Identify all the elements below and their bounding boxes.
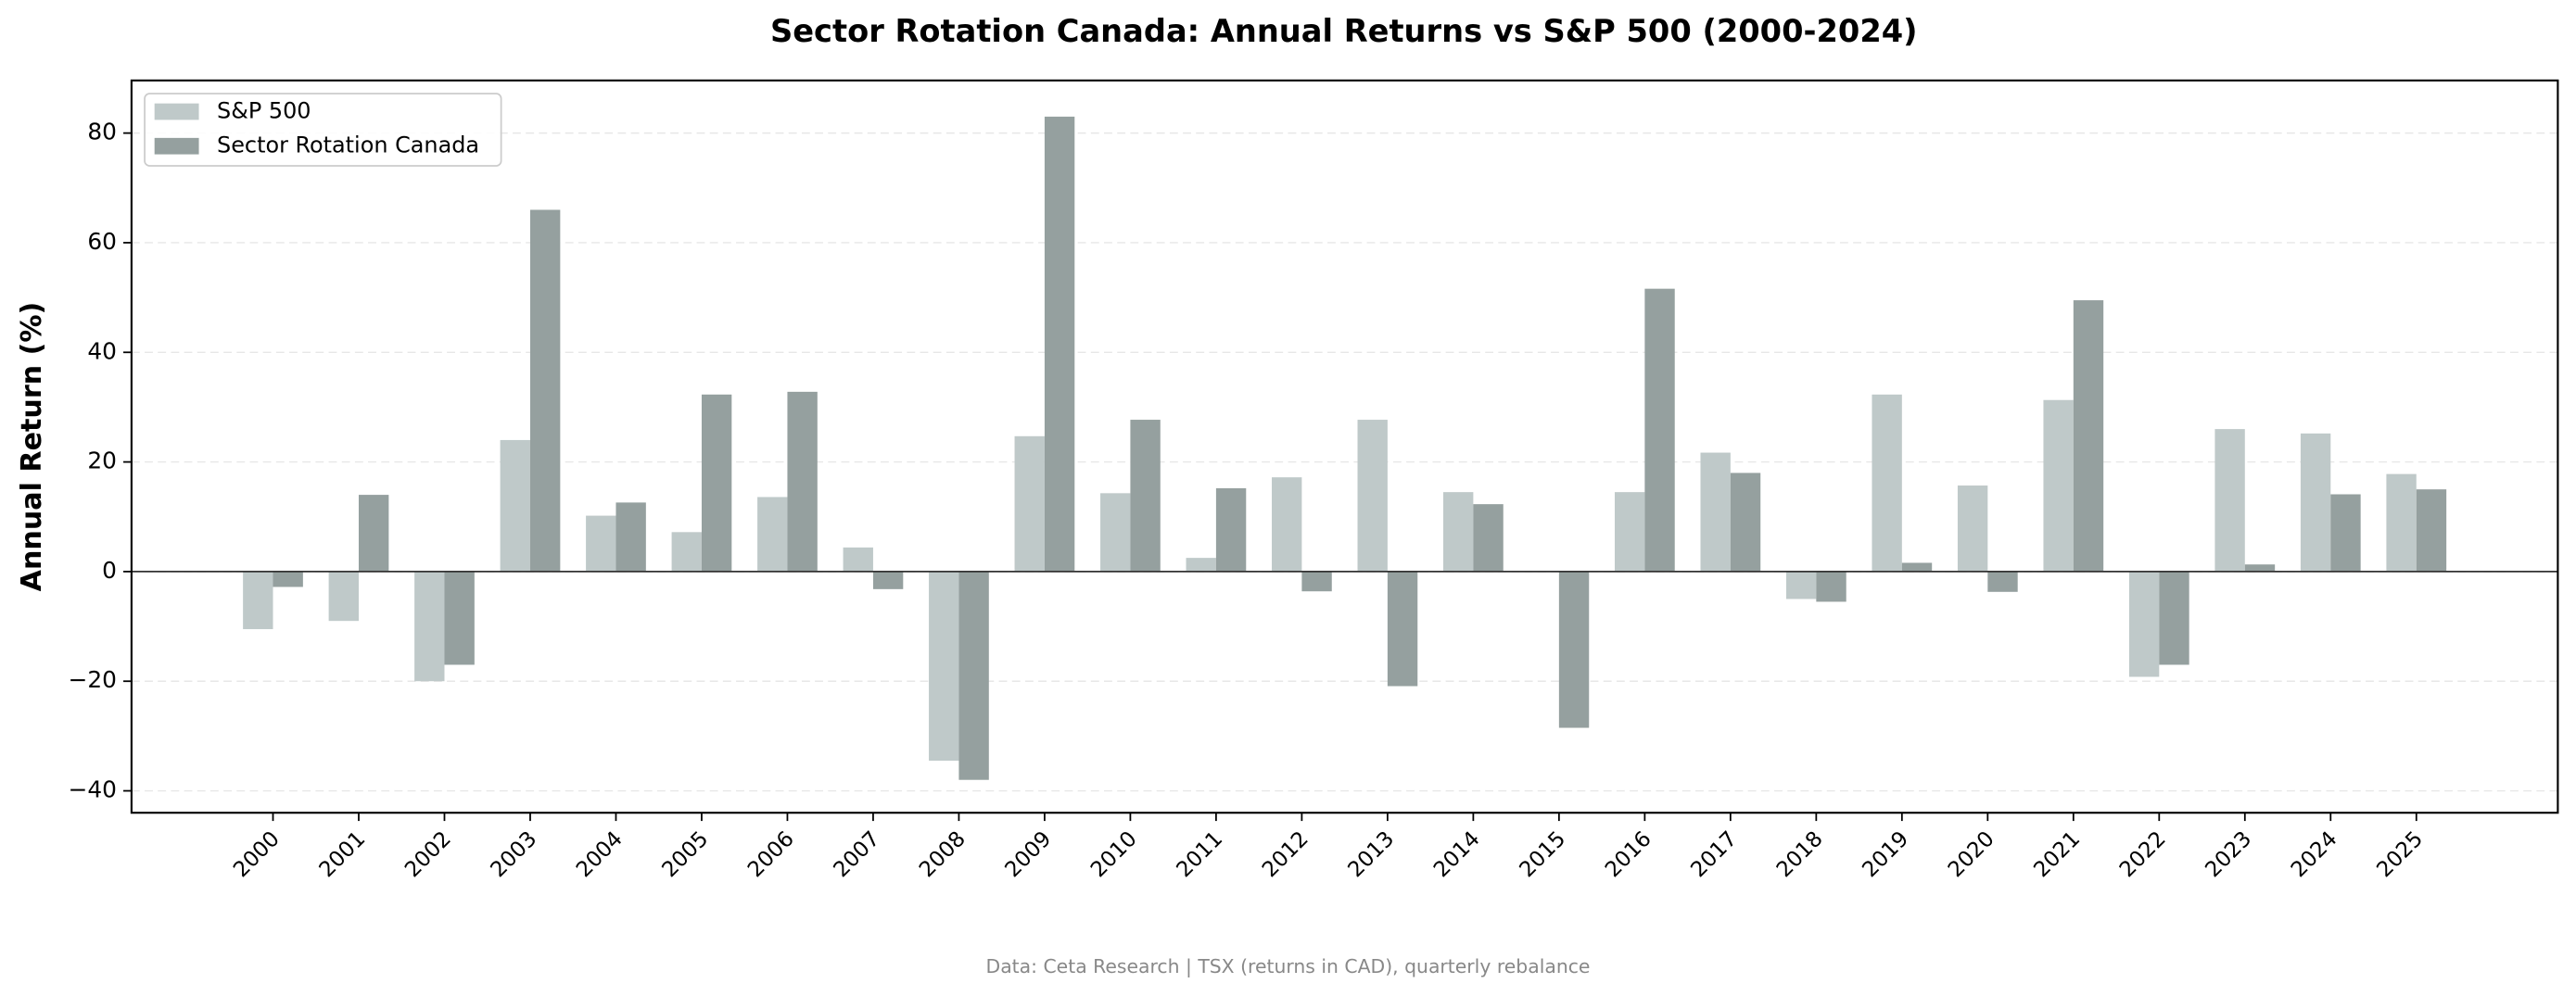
bar bbox=[328, 571, 359, 622]
bar bbox=[1785, 571, 1817, 599]
bar bbox=[2073, 300, 2104, 572]
bar bbox=[243, 571, 273, 630]
bar bbox=[1816, 571, 1846, 602]
bar bbox=[444, 571, 475, 665]
bar bbox=[757, 497, 788, 572]
bar bbox=[414, 571, 445, 682]
bar bbox=[671, 532, 702, 572]
x-tick-label: 2020 bbox=[1944, 826, 1999, 882]
x-tick-label: 2021 bbox=[2029, 826, 2085, 882]
bar bbox=[273, 571, 303, 587]
y-tick-label: 0 bbox=[102, 557, 117, 584]
x-tick-label: 2023 bbox=[2201, 826, 2256, 882]
x-tick-label: 2003 bbox=[487, 826, 542, 882]
legend-box bbox=[144, 93, 502, 167]
bar bbox=[1644, 288, 1675, 572]
bar bbox=[1186, 558, 1216, 572]
bar bbox=[1614, 492, 1645, 572]
x-tick-label: 2015 bbox=[1515, 826, 1570, 882]
bar bbox=[1100, 493, 1131, 572]
bar bbox=[1272, 477, 1302, 572]
bar bbox=[787, 391, 818, 572]
bar bbox=[1558, 571, 1590, 728]
footnote: Data: Ceta Research | TSX (returns in CA… bbox=[986, 955, 1591, 978]
y-tick-label: 40 bbox=[87, 337, 117, 364]
x-tick-label: 2018 bbox=[1772, 826, 1828, 882]
y-axis-label: Annual Return (%) bbox=[16, 302, 48, 592]
legend-swatch bbox=[154, 137, 199, 155]
bar bbox=[2214, 429, 2245, 572]
x-tick-label: 2014 bbox=[1429, 826, 1485, 882]
bar bbox=[1301, 571, 1332, 592]
y-tick-label: 20 bbox=[87, 448, 117, 474]
x-tick-label: 2013 bbox=[1343, 826, 1399, 882]
x-tick-label: 2001 bbox=[315, 826, 371, 882]
bar bbox=[701, 394, 732, 572]
bar bbox=[2386, 473, 2417, 572]
x-tick-label: 2002 bbox=[400, 826, 456, 882]
bar bbox=[2244, 564, 2276, 572]
x-tick-label: 2019 bbox=[1858, 826, 1913, 882]
bar bbox=[1730, 473, 1761, 572]
bar bbox=[1387, 571, 1418, 687]
y-tick-label: 60 bbox=[87, 228, 117, 255]
bar bbox=[1014, 435, 1045, 572]
bar bbox=[2159, 571, 2189, 665]
y-tick-label: −40 bbox=[69, 776, 117, 803]
bar bbox=[1901, 562, 1933, 572]
bar bbox=[1443, 492, 1474, 572]
x-tick-label: 2006 bbox=[743, 826, 799, 882]
x-tick-label: 2024 bbox=[2287, 826, 2342, 882]
x-tick-label: 2012 bbox=[1258, 826, 1313, 882]
x-tick-label: 2017 bbox=[1686, 826, 1742, 882]
bar bbox=[500, 439, 530, 572]
x-tick-label: 2000 bbox=[229, 826, 285, 882]
bar bbox=[1872, 394, 1902, 572]
x-tick-label: 2004 bbox=[572, 826, 628, 882]
bar bbox=[2330, 494, 2361, 572]
bar bbox=[1044, 116, 1075, 572]
bar bbox=[2300, 433, 2331, 572]
bar bbox=[586, 515, 616, 572]
chart-title: Sector Rotation Canada: Annual Returns v… bbox=[770, 13, 1918, 49]
x-tick-label: 2010 bbox=[1086, 826, 1142, 882]
x-tick-label: 2011 bbox=[1172, 826, 1227, 882]
bar bbox=[358, 495, 389, 572]
x-tick-label: 2007 bbox=[830, 826, 885, 882]
x-tick-label: 2016 bbox=[1601, 826, 1656, 882]
bar bbox=[1473, 504, 1504, 572]
bar bbox=[529, 209, 561, 572]
bar bbox=[2043, 399, 2074, 572]
y-tick-label: 80 bbox=[87, 119, 117, 145]
bar bbox=[1957, 485, 1988, 572]
bar bbox=[843, 547, 873, 572]
bar bbox=[1130, 420, 1161, 572]
bar bbox=[958, 571, 989, 780]
legend-label: S&P 500 bbox=[217, 98, 311, 124]
bar bbox=[872, 571, 904, 589]
bar bbox=[1700, 452, 1731, 572]
x-tick-label: 2025 bbox=[2372, 826, 2428, 882]
plot-frame bbox=[130, 79, 2559, 814]
x-tick-label: 2009 bbox=[1000, 826, 1056, 882]
bar bbox=[2128, 571, 2160, 677]
bar bbox=[2416, 489, 2447, 572]
bar bbox=[929, 571, 959, 762]
bar bbox=[1215, 487, 1247, 572]
legend-swatch bbox=[154, 103, 199, 120]
bar bbox=[615, 502, 646, 572]
y-tick-label: −20 bbox=[69, 666, 117, 693]
x-tick-label: 2022 bbox=[2115, 826, 2171, 882]
bar bbox=[1987, 571, 2018, 592]
bar bbox=[1357, 420, 1388, 572]
legend-label: Sector Rotation Canada bbox=[217, 132, 479, 158]
x-tick-label: 2005 bbox=[658, 826, 714, 882]
x-tick-label: 2008 bbox=[915, 826, 971, 882]
